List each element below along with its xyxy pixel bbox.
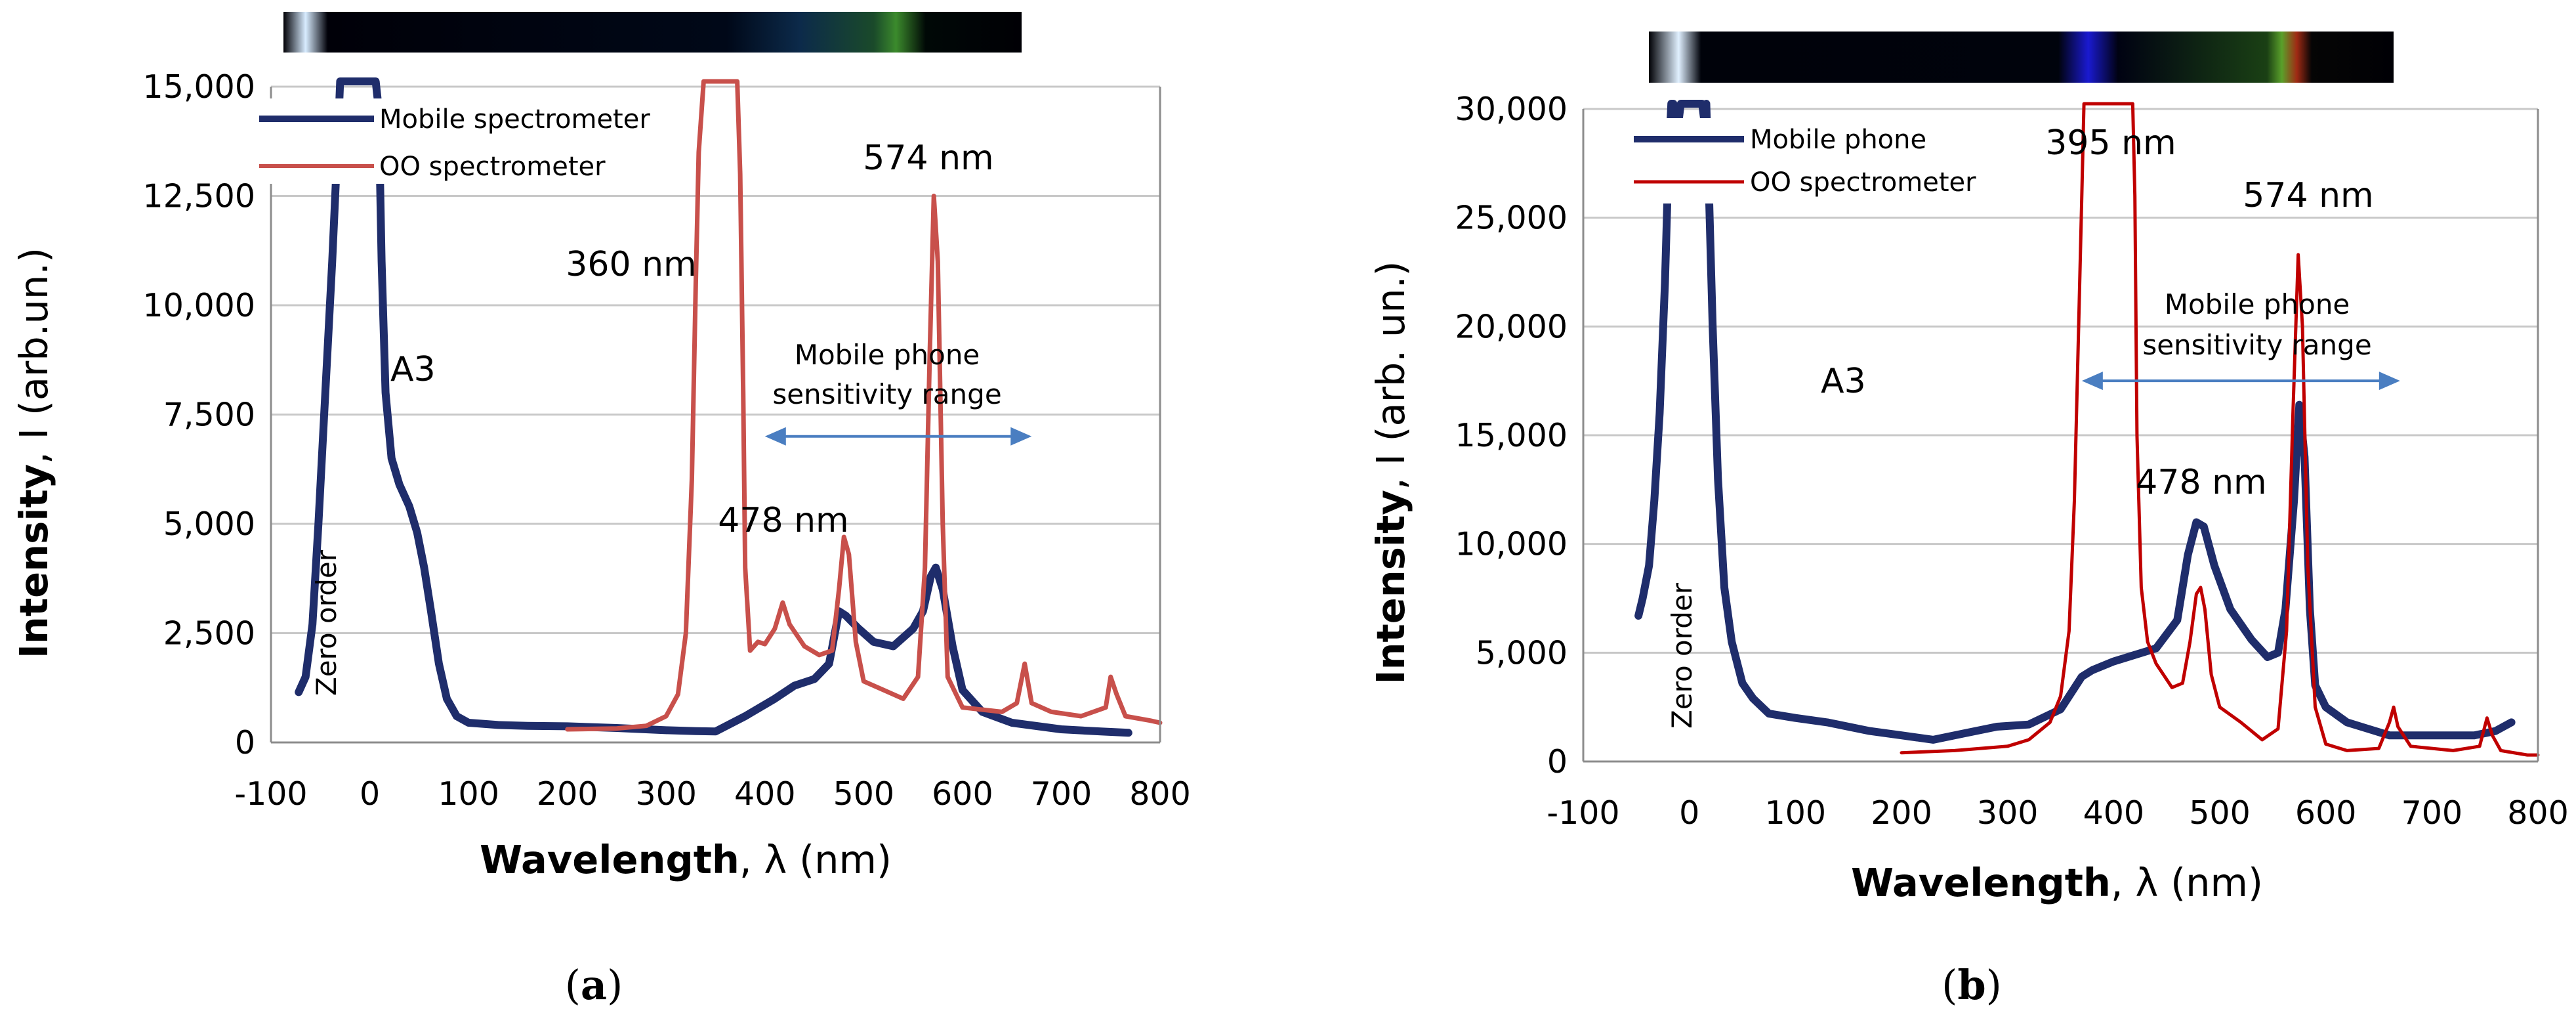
range-arrow-head-right — [1010, 427, 1032, 446]
x-tick-label: -100 — [1547, 794, 1619, 832]
spectrum-strip-image — [283, 12, 1022, 53]
zero-order-label: Zero order — [310, 549, 343, 696]
range-arrow-head-right — [2379, 372, 2400, 391]
y-tick-label: 7,500 — [163, 396, 255, 434]
y-axis-title: Intensity, I (arb. un.) — [1368, 261, 1413, 685]
x-tick-label: 700 — [1031, 775, 1092, 813]
sample-label: A3 — [1821, 362, 1866, 401]
x-tick-label: 800 — [1129, 775, 1191, 813]
y-tick-label: 12,500 — [143, 178, 255, 215]
y-tick-label: 15,000 — [143, 68, 255, 106]
y-tick-label: 25,000 — [1455, 200, 1568, 237]
caption-b: (b) — [1942, 961, 2002, 1009]
legend-label-oo: OO spectrometer — [379, 152, 606, 182]
x-tick-label: 100 — [438, 775, 499, 813]
x-tick-label: 0 — [360, 775, 380, 813]
legend-box — [255, 98, 675, 184]
range-arrow-head-left — [2081, 372, 2103, 391]
y-tick-label: 0 — [235, 724, 255, 761]
peak-label-574: 574 nm — [863, 139, 993, 178]
caption-a: (a) — [565, 961, 623, 1009]
x-tick-label: 800 — [2507, 794, 2569, 832]
peak-label-360: 360 nm — [566, 245, 696, 284]
sensitivity-range-arrow — [2081, 372, 2400, 391]
y-tick-label: 2,500 — [163, 615, 255, 653]
x-tick-label: 300 — [1977, 794, 2039, 832]
range-label-line2: sensitivity range — [772, 378, 1001, 410]
y-tick-label: 15,000 — [1455, 417, 1568, 454]
x-tick-label: 600 — [2295, 794, 2357, 832]
legend-label-mobile: Mobile spectrometer — [379, 104, 650, 135]
y-tick-label: 10,000 — [143, 287, 255, 324]
series-line-oo — [1900, 102, 2540, 757]
legend-label-oo: OO spectrometer — [1750, 167, 1976, 198]
legend-label-mobile: Mobile phone — [1750, 125, 1926, 155]
peak-label-395: 395 nm — [2045, 123, 2176, 163]
x-axis-title: Wavelength, λ (nm) — [1851, 860, 2263, 905]
sensitivity-range-arrow — [764, 427, 1032, 446]
zero-order-label: Zero order — [1666, 582, 1698, 729]
x-tick-label: 300 — [635, 775, 697, 813]
range-label-line1: Mobile phone — [795, 339, 980, 371]
legend-box — [1631, 118, 2011, 203]
x-tick-label: 400 — [734, 775, 796, 813]
y-tick-label: 5,000 — [1476, 634, 1568, 672]
x-tick-label: 400 — [2083, 794, 2145, 832]
x-tick-label: 500 — [2189, 794, 2251, 832]
y-tick-label: 0 — [1547, 743, 1568, 781]
panel-b: -100 0 100 200 300 400 500 600 700 800 0 5,000 10,00… — [1368, 32, 2569, 1009]
x-tick-label: 600 — [932, 775, 993, 813]
panel-a: -100 0 100 200 300 400 500 600 700 800 0 2,500 5,000… — [11, 12, 1191, 1009]
x-tick-label: 700 — [2401, 794, 2463, 832]
y-axis-title: Intensity, I (arb.un.) — [11, 247, 56, 658]
series-line-oo — [565, 79, 1163, 732]
x-tick-label: 200 — [1871, 794, 1932, 832]
x-tick-label: 500 — [833, 775, 895, 813]
range-arrow-head-left — [764, 427, 786, 446]
x-tick-label: 200 — [537, 775, 598, 813]
y-tick-label: 5,000 — [163, 505, 255, 543]
y-tick-label: 20,000 — [1455, 308, 1568, 345]
x-tick-label: 0 — [1679, 794, 1699, 832]
peak-label-478: 478 nm — [2136, 463, 2266, 502]
y-tick-label: 10,000 — [1455, 526, 1568, 563]
x-tick-label: 100 — [1765, 794, 1827, 832]
peak-label-574: 574 nm — [2243, 176, 2373, 215]
range-label-line2: sensitivity range — [2142, 329, 2371, 361]
range-label-line1: Mobile phone — [2165, 288, 2350, 320]
x-tick-label: -100 — [234, 775, 307, 813]
peak-label-478: 478 nm — [718, 501, 848, 540]
y-tick-label: 30,000 — [1455, 91, 1568, 128]
sample-label: A3 — [390, 350, 436, 389]
spectrum-strip-image — [1649, 32, 2394, 83]
x-axis-title: Wavelength, λ (nm) — [480, 837, 892, 882]
